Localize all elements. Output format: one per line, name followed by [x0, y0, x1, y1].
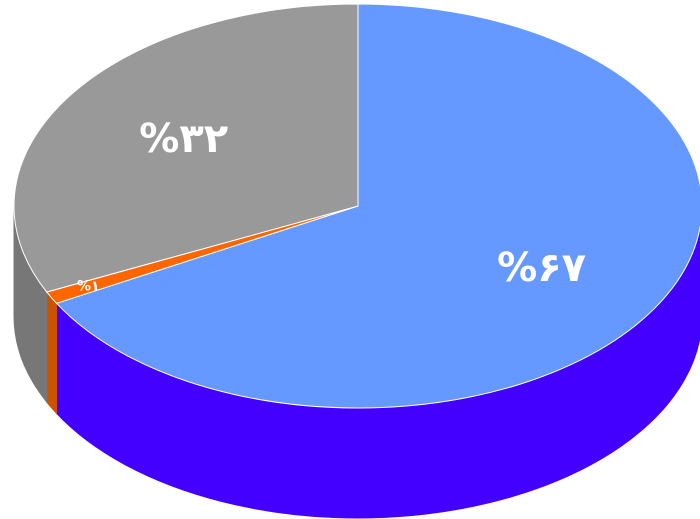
pie-slice-label-1: %۱: [77, 279, 100, 295]
pie-slice-0: [55, 3, 700, 409]
pie-slice-2: [13, 3, 359, 293]
pie-labels: %۶۷ %۱ %۳۲: [77, 116, 586, 295]
pie-slice-label-0: %۶۷: [497, 245, 586, 291]
pie-sides: [13, 205, 700, 519]
pie-slices: [13, 3, 700, 409]
pie-side-1: [46, 290, 58, 415]
pie-slice-label-2: %۳۲: [139, 116, 228, 162]
